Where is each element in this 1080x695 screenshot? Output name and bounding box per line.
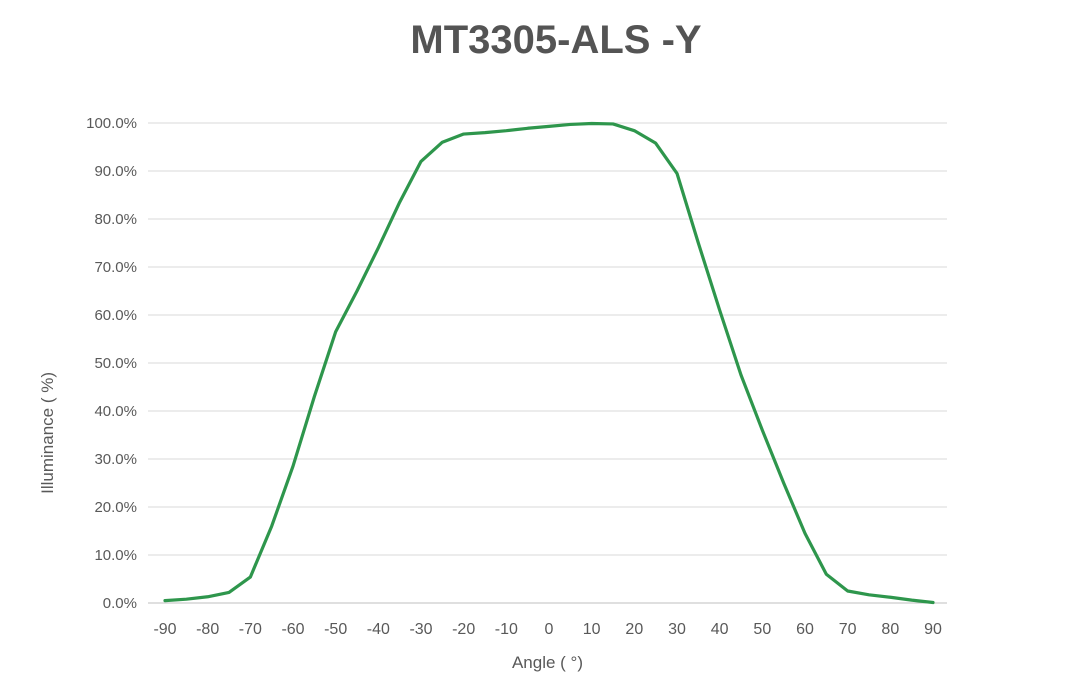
y-tick-label: 60.0% bbox=[94, 307, 137, 324]
x-tick-label: 90 bbox=[924, 621, 942, 638]
x-tick-label: 0 bbox=[545, 621, 554, 638]
x-tick-label: 40 bbox=[711, 621, 729, 638]
y-tick-label: 80.0% bbox=[94, 211, 137, 228]
x-tick-label: 70 bbox=[839, 621, 857, 638]
x-tick-label: 50 bbox=[753, 621, 771, 638]
x-tick-label: 20 bbox=[625, 621, 643, 638]
y-tick-label: 70.0% bbox=[94, 259, 137, 276]
y-tick-label: 30.0% bbox=[94, 451, 137, 468]
illuminance-series-line bbox=[163, 121, 935, 605]
x-tick-label: -10 bbox=[495, 621, 518, 638]
x-tick-label: 30 bbox=[668, 621, 686, 638]
x-tick-label: -80 bbox=[196, 621, 219, 638]
y-tick-label: 50.0% bbox=[94, 355, 137, 372]
chart-title: MT3305-ALS -Y bbox=[410, 18, 702, 62]
x-tick-label: 10 bbox=[583, 621, 601, 638]
x-tick-label: -40 bbox=[367, 621, 390, 638]
y-tick-label: 20.0% bbox=[94, 499, 137, 516]
y-tick-label: 100.0% bbox=[86, 115, 137, 132]
x-tick-label: -90 bbox=[153, 621, 176, 638]
x-tick-label: -70 bbox=[239, 621, 262, 638]
x-tick-label: -20 bbox=[452, 621, 475, 638]
y-tick-label: 40.0% bbox=[94, 403, 137, 420]
x-tick-label: 80 bbox=[881, 621, 899, 638]
y-tick-label: 10.0% bbox=[94, 547, 137, 564]
gridlines bbox=[148, 122, 947, 604]
x-tick-label: -30 bbox=[409, 621, 432, 638]
y-tick-label: 90.0% bbox=[94, 163, 137, 180]
x-tick-label: -50 bbox=[324, 621, 347, 638]
x-axis-tick-labels: -90 -80 -70 -60 -50 -40 -30 -20 -10 0 10 20 30 40 50 60… bbox=[153, 621, 942, 638]
x-axis-title: Angle ( °) bbox=[511, 653, 584, 672]
x-tick-label: -60 bbox=[281, 621, 304, 638]
y-tick-label: 0.0% bbox=[103, 595, 137, 612]
x-tick-label: 60 bbox=[796, 621, 814, 638]
y-axis-tick-labels: 0.0% 10.0% 20.0% 30.0% 40.0% 50.0% 60.0% 70.0% 8… bbox=[86, 115, 137, 612]
